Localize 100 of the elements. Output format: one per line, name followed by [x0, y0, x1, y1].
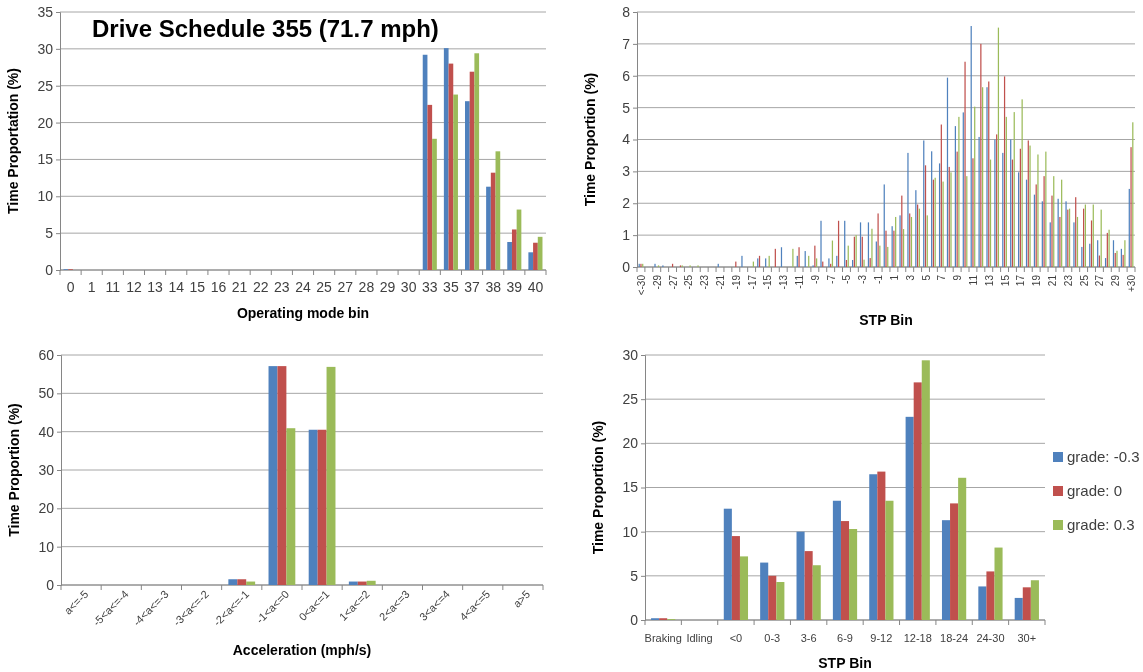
y-tick-label: 35	[37, 3, 54, 20]
bar	[723, 508, 732, 620]
x-tick-label: <0	[729, 632, 743, 644]
x-tick-label: 23	[1062, 274, 1074, 287]
bar	[268, 366, 278, 585]
chart-title: Drive Schedule 355 (71.7 mph)	[92, 15, 439, 42]
bar	[913, 382, 922, 620]
x-tick-label: 25	[316, 279, 333, 295]
x-tick-label: 40	[527, 279, 544, 295]
y-axis-title: Time Proportation (%)	[5, 68, 21, 214]
bar	[1022, 587, 1031, 620]
y-axis-title: Time Proportion (%)	[582, 72, 598, 207]
y-tick-label: 7	[622, 35, 631, 52]
x-axis-title: Acceleration (mph/s)	[232, 642, 372, 658]
y-tick-label: 5	[630, 567, 639, 584]
x-tick-label: 23	[274, 279, 290, 295]
bar	[317, 429, 327, 585]
x-tick-label: 19	[1031, 274, 1043, 287]
bar	[237, 579, 247, 585]
x-tick-label: a>5	[510, 587, 533, 610]
x-tick-label: 25	[1078, 274, 1090, 287]
x-axis-title: STP Bin	[818, 655, 872, 671]
y-tick-label: 25	[622, 391, 639, 408]
x-tick-label: -9	[809, 274, 821, 284]
bar	[994, 547, 1003, 620]
y-tick-label: 20	[38, 500, 55, 517]
x-tick-label: 24	[295, 279, 311, 295]
bar	[921, 360, 930, 620]
x-tick-label: 38	[485, 279, 502, 295]
x-tick-label: 9-12	[870, 632, 893, 644]
legend-label: grade: -0.3	[1067, 448, 1140, 465]
x-tick-label: -11	[794, 274, 806, 289]
bar	[760, 562, 769, 620]
x-tick-label: 6-9	[837, 632, 853, 644]
bar	[768, 575, 777, 620]
x-axis-title: Operating mode bin	[236, 305, 370, 321]
bar	[326, 366, 336, 585]
x-tick-label: -13	[778, 274, 790, 290]
y-tick-label: 40	[38, 423, 55, 440]
bar	[978, 586, 987, 620]
x-tick-label: 0	[66, 279, 75, 295]
x-tick-label: 1	[87, 279, 96, 295]
y-axis-title: Time Proportion (%)	[6, 403, 22, 537]
x-tick-label: 35	[443, 279, 459, 295]
x-tick-label: 33	[421, 279, 438, 295]
x-tick-label: 27	[1094, 274, 1106, 287]
bar	[739, 556, 749, 620]
y-tick-label: 15	[622, 479, 639, 496]
bar	[804, 551, 813, 620]
x-tick-label: 28	[358, 279, 375, 295]
bar	[286, 428, 296, 585]
x-tick-label: -17	[746, 274, 758, 290]
bar	[869, 474, 878, 620]
bar	[465, 101, 470, 270]
bar	[228, 579, 238, 585]
x-tick-label: 24-30	[976, 632, 1005, 644]
y-tick-label: 10	[38, 538, 55, 555]
y-axis-title: Time Proportion (%)	[590, 420, 606, 555]
y-tick-label: 1	[622, 227, 631, 244]
x-tick-label: Braking	[644, 632, 682, 644]
bar	[941, 520, 951, 620]
bar	[986, 571, 995, 620]
x-tick-label: 18-24	[940, 632, 969, 644]
bar	[731, 536, 740, 620]
x-tick-label: -29	[651, 274, 663, 290]
x-tick-label: 29	[1110, 274, 1122, 287]
bar	[533, 242, 538, 270]
x-tick-label: 11	[967, 274, 979, 286]
bar	[958, 477, 967, 620]
bar	[507, 241, 512, 270]
x-tick-label: 37	[464, 279, 481, 295]
bar	[511, 229, 517, 270]
x-tick-label: 22	[252, 279, 269, 295]
y-tick-label: 30	[622, 346, 639, 363]
y-tick-label: 3	[622, 163, 631, 180]
x-tick-label: -5	[841, 274, 853, 284]
y-tick-label: 30	[37, 40, 54, 57]
x-tick-label: 27	[337, 279, 354, 295]
bar	[427, 104, 433, 270]
y-tick-label: 5	[45, 225, 54, 242]
bar	[776, 582, 785, 620]
y-tick-label: 4	[622, 131, 631, 148]
x-tick-label: 13	[983, 274, 995, 287]
bar	[950, 503, 959, 620]
x-tick-label: 30+	[1017, 632, 1037, 644]
bar	[366, 580, 376, 585]
x-tick-label: 3	[904, 274, 916, 281]
x-tick-label: 1	[888, 274, 900, 281]
x-tick-label: 3-6	[800, 632, 817, 644]
y-tick-label: 25	[37, 77, 54, 94]
x-tick-label: -7	[825, 274, 837, 284]
bar	[1014, 597, 1023, 620]
y-tick-label: 0	[46, 576, 55, 593]
bar	[840, 521, 850, 620]
bar	[486, 186, 491, 270]
y-tick-label: 50	[38, 385, 55, 402]
bar	[453, 94, 458, 270]
x-tick-label: 21	[1047, 274, 1058, 287]
y-tick-label: 5	[622, 99, 631, 116]
y-tick-label: 2	[622, 195, 631, 212]
